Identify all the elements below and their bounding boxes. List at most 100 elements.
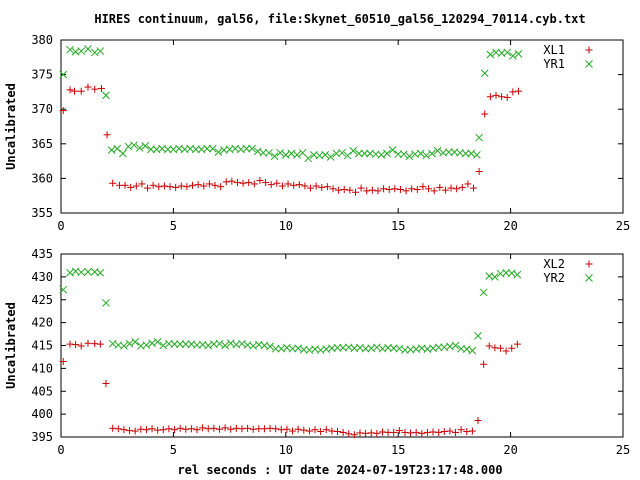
data-point [287, 149, 296, 158]
data-point [502, 347, 510, 355]
data-point [323, 183, 331, 191]
y-tick-label: 405 [31, 384, 53, 398]
data-point [165, 425, 173, 433]
data-point [215, 425, 223, 433]
data-point [304, 154, 313, 163]
data-point [468, 346, 477, 355]
x-tick-label: 5 [170, 443, 177, 457]
series-YR1 [59, 45, 523, 163]
y-tick-label: 375 [31, 68, 53, 82]
y-tick-label: 355 [31, 206, 53, 220]
data-point [468, 427, 476, 435]
data-point [114, 425, 122, 433]
data-point [385, 185, 393, 193]
data-point [340, 185, 348, 193]
data-point [273, 179, 281, 187]
data-point [118, 149, 127, 158]
data-point [283, 425, 291, 433]
data-point [192, 145, 200, 154]
data-point [391, 185, 399, 193]
data-point [131, 337, 140, 346]
data-point [360, 149, 369, 158]
data-point [211, 181, 219, 189]
data-point [321, 151, 329, 159]
data-point [355, 149, 363, 158]
data-point [84, 339, 92, 347]
data-point [388, 146, 397, 154]
data-point [181, 340, 190, 348]
y-tick-label: 395 [31, 430, 53, 444]
data-point [503, 48, 512, 57]
x-tick-label: 0 [57, 443, 64, 457]
data-point [318, 183, 326, 191]
data-point [491, 273, 499, 281]
series-XL2 [59, 339, 521, 439]
data-point [334, 428, 342, 436]
data-point [467, 149, 476, 158]
data-point [205, 180, 213, 188]
data-point [281, 151, 290, 159]
data-point [142, 341, 151, 349]
chart-panels: 0 5 10 15 20 25 355 360 365 370 375 380 Uncalibrated… [4, 33, 630, 457]
data-point [441, 186, 449, 194]
legend-label-XL1: XL1 [543, 43, 565, 57]
data-point [326, 153, 335, 161]
data-point [248, 144, 256, 153]
data-point [508, 344, 516, 352]
data-point [159, 426, 167, 434]
data-point [183, 183, 191, 191]
data-point [413, 185, 421, 193]
data-point [266, 342, 274, 351]
data-point [405, 152, 414, 161]
data-point [267, 181, 275, 189]
data-point [221, 424, 229, 432]
plot-frame [60, 39, 624, 214]
data-point [357, 184, 365, 192]
data-point [153, 337, 162, 346]
data-point [214, 148, 223, 156]
data-point [193, 426, 201, 434]
data-point [422, 151, 431, 160]
data-point [289, 427, 297, 435]
data-point [142, 426, 150, 434]
data-point [259, 148, 268, 157]
data-point [290, 181, 298, 189]
data-point [444, 148, 453, 156]
data-point [135, 144, 144, 152]
y-tick-label: 370 [31, 102, 53, 116]
chart-title: HIRES continuum, gal56, file:Skynet_6051… [94, 12, 585, 27]
data-point [496, 344, 504, 352]
data-point [163, 145, 172, 154]
data-point [84, 267, 92, 276]
data-point [127, 183, 135, 191]
data-point [171, 426, 179, 434]
data-point [109, 179, 117, 187]
data-point [244, 424, 252, 432]
data-point [311, 426, 319, 434]
data-point [390, 428, 398, 436]
data-point [96, 340, 104, 348]
x-tick-label: 20 [503, 219, 517, 233]
data-point [176, 424, 184, 432]
data-point [435, 428, 443, 436]
data-point [177, 182, 185, 190]
y-tick-label: 400 [31, 407, 53, 421]
legend-marker-XL1 [585, 46, 593, 54]
series-YR2 [59, 267, 522, 355]
data-point [508, 52, 517, 60]
data-point [102, 299, 110, 307]
data-point [239, 179, 247, 187]
data-point [458, 183, 466, 191]
data-point [77, 87, 85, 95]
y-axis-label: Uncalibrated [4, 83, 18, 170]
data-point [199, 424, 207, 432]
data-point [453, 185, 461, 193]
data-point [77, 268, 86, 277]
data-point [160, 182, 168, 190]
data-point [103, 131, 111, 139]
data-point [485, 342, 493, 350]
x-tick-label: 10 [279, 219, 293, 233]
data-point [293, 151, 301, 159]
data-point [130, 141, 138, 150]
data-point [59, 107, 67, 115]
